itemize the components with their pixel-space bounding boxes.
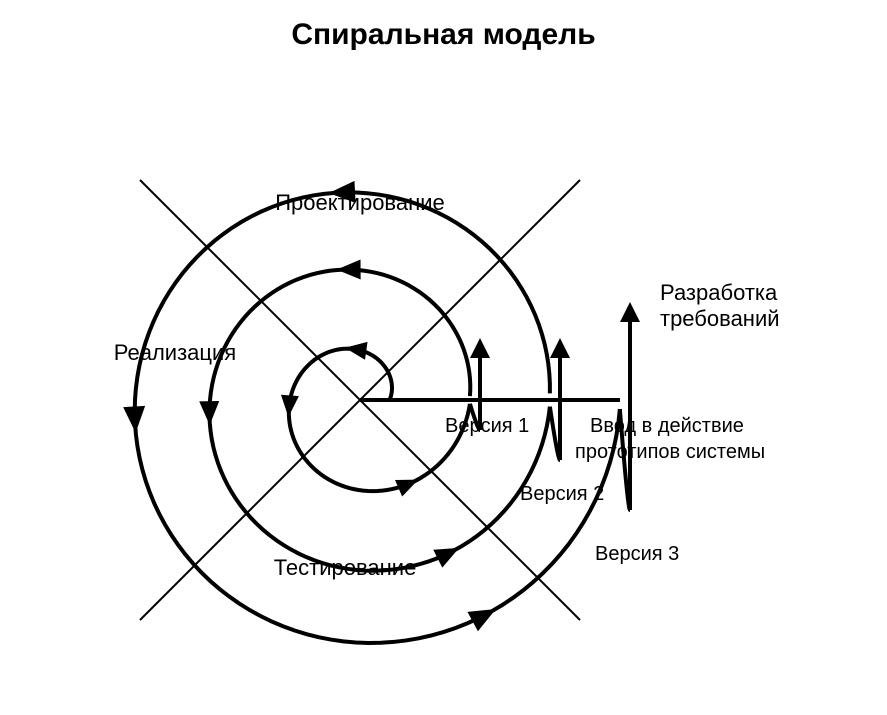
diagram-page: Спиральная модель ПроектированиеРеализац… — [0, 0, 887, 715]
direction-arrow-icon — [337, 260, 361, 280]
label-version2: Версия 2 — [520, 483, 604, 505]
label-deploy2: прототипов системы — [575, 441, 765, 463]
label-requirements2: требований — [660, 306, 780, 331]
label-implementation: Реализация — [114, 340, 236, 365]
label-version1: Версия 1 — [445, 415, 529, 437]
label-testing: Тестирование — [274, 555, 417, 580]
direction-arrow-icon — [123, 406, 145, 433]
direction-arrow-icon — [281, 395, 299, 417]
direction-arrow-icon — [395, 480, 418, 497]
label-requirements1: Разработка — [660, 280, 778, 305]
direction-arrow-icon — [199, 401, 219, 425]
direction-arrow-icon — [345, 342, 368, 360]
spiral-diagram: Проектирование Реализация Тестирование Разр… — [0, 0, 887, 715]
label-design: Проектирование — [275, 190, 445, 215]
label-deploy1: Ввод в действие — [590, 415, 744, 437]
label-version3: Версия 3 — [595, 543, 679, 565]
